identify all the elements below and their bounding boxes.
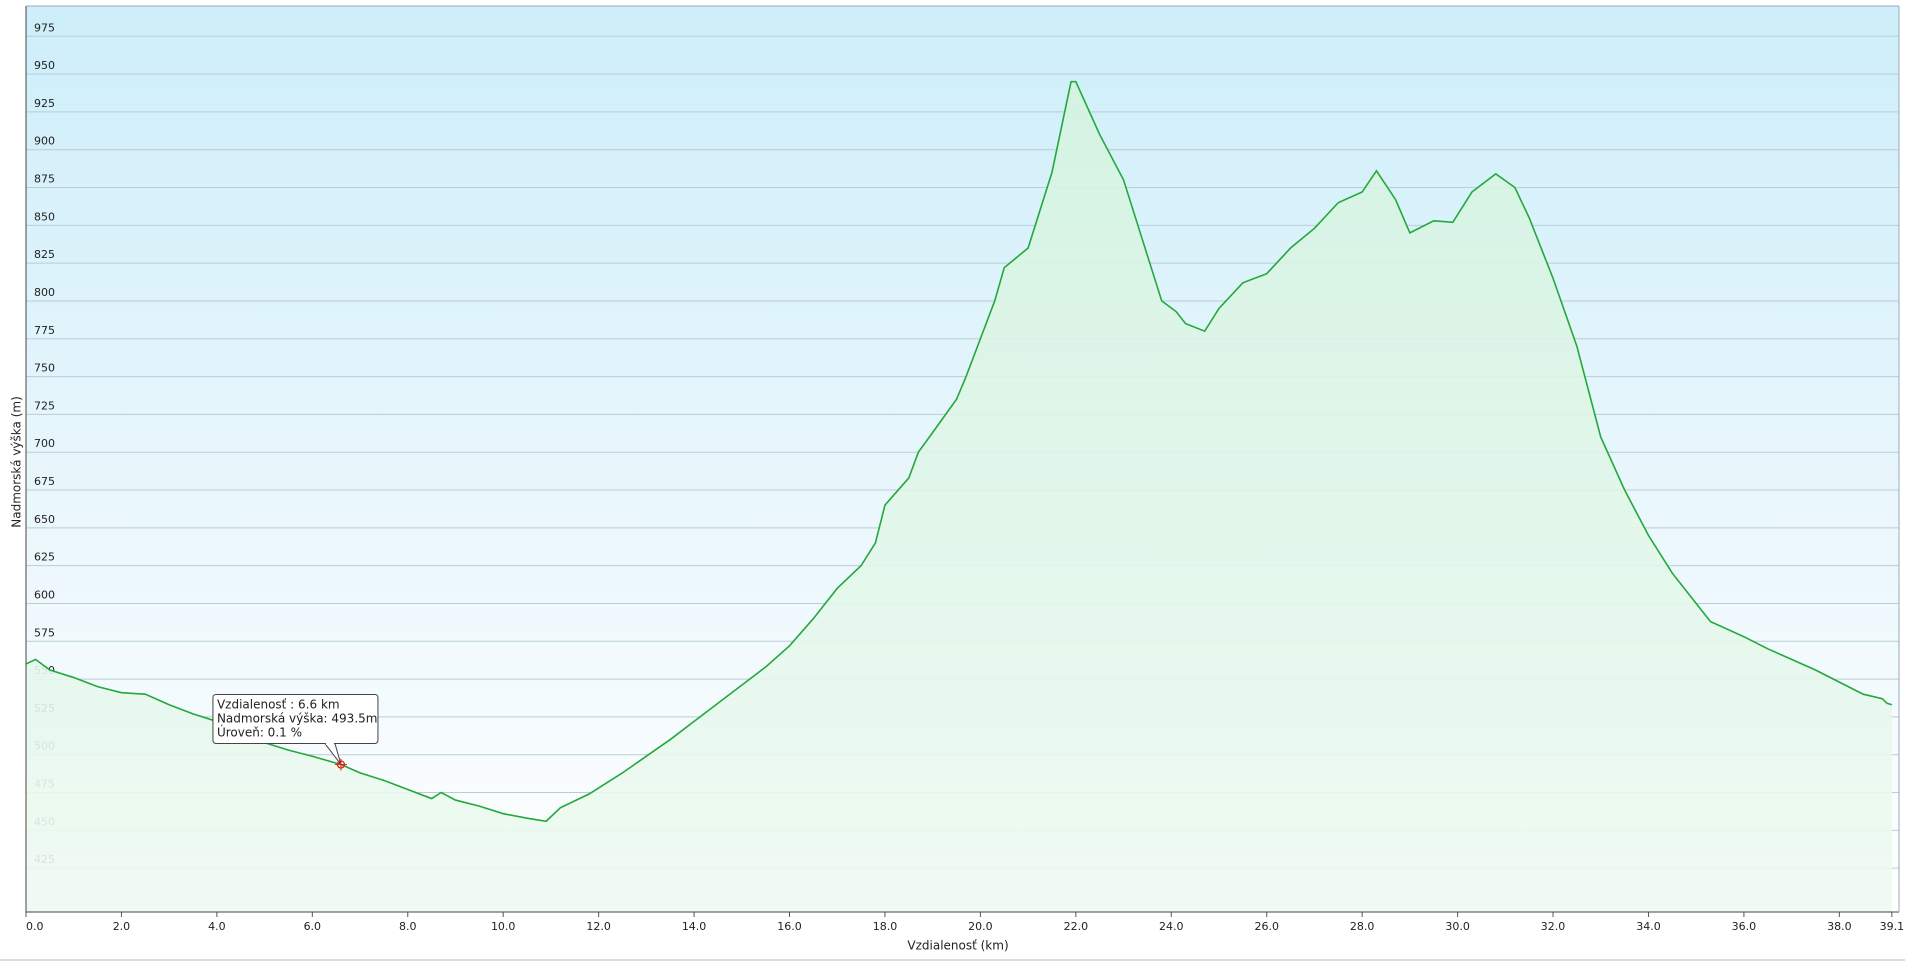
y-tick-label: 875 (34, 173, 55, 186)
y-axis-title: Nadmorská výška (m) (10, 396, 24, 527)
tooltip-line: Úroveň: 0.1 % (217, 725, 302, 740)
area-fill (26, 81, 1892, 912)
tooltip-pointer-mask (325, 742, 334, 746)
tooltip-box (212, 694, 379, 745)
y-tick-label: 950 (34, 59, 55, 72)
x-tick-label: 38.0 (1827, 920, 1852, 933)
x-tick-label: 26.0 (1254, 920, 1279, 933)
elevation-line (25, 80, 1893, 823)
y-tick-label: 800 (34, 286, 55, 299)
x-tick-label: 20.0 (968, 920, 993, 933)
y-tick-label: 825 (34, 248, 55, 261)
y-tick-label: 675 (34, 475, 55, 488)
y-tick-label: 650 (34, 513, 55, 526)
x-tick-label: 16.0 (777, 920, 802, 933)
y-tick-label: 625 (34, 551, 55, 564)
x-tick-label: 2.0 (113, 920, 131, 933)
y-tick-label: 925 (34, 97, 55, 110)
y-tick-label: 575 (34, 626, 55, 639)
y-tick-label: 725 (34, 399, 55, 412)
x-tick-label: 6.0 (304, 920, 322, 933)
tooltip-line: Vzdialenosť : 6.6 km (217, 698, 340, 712)
x-tick-label: 8.0 (399, 920, 417, 933)
x-tick-label: 32.0 (1541, 920, 1566, 933)
x-tick-label: 0.0 (26, 920, 44, 933)
x-tick-label: 24.0 (1159, 920, 1184, 933)
x-tick-label: 34.0 (1636, 920, 1661, 933)
y-tick-label: 600 (34, 588, 55, 601)
x-tick-label: 28.0 (1350, 920, 1375, 933)
x-tick-label: 4.0 (208, 920, 226, 933)
y-tick-label: 850 (34, 210, 55, 223)
y-tick-label: 975 (34, 21, 55, 34)
tooltip-line: Nadmorská výška: 493.5m (217, 712, 378, 726)
x-tick-label: 12.0 (586, 920, 611, 933)
x-tick-label: 36.0 (1732, 920, 1757, 933)
y-tick-label: 700 (34, 437, 55, 450)
x-tick-label: 30.0 (1445, 920, 1470, 933)
y-tick-label: 750 (34, 362, 55, 375)
x-tick-label: 18.0 (873, 920, 898, 933)
x-axis-title: Vzdialenosť (km) (907, 939, 1008, 953)
x-tick-label: 39.1 (1880, 920, 1905, 933)
y-tick-label: 900 (34, 135, 55, 148)
x-tick-label: 22.0 (1064, 920, 1089, 933)
x-tick-label: 10.0 (491, 920, 516, 933)
x-tick-label: 14.0 (682, 920, 707, 933)
y-tick-label: 775 (34, 324, 55, 337)
position-marker (334, 758, 347, 771)
